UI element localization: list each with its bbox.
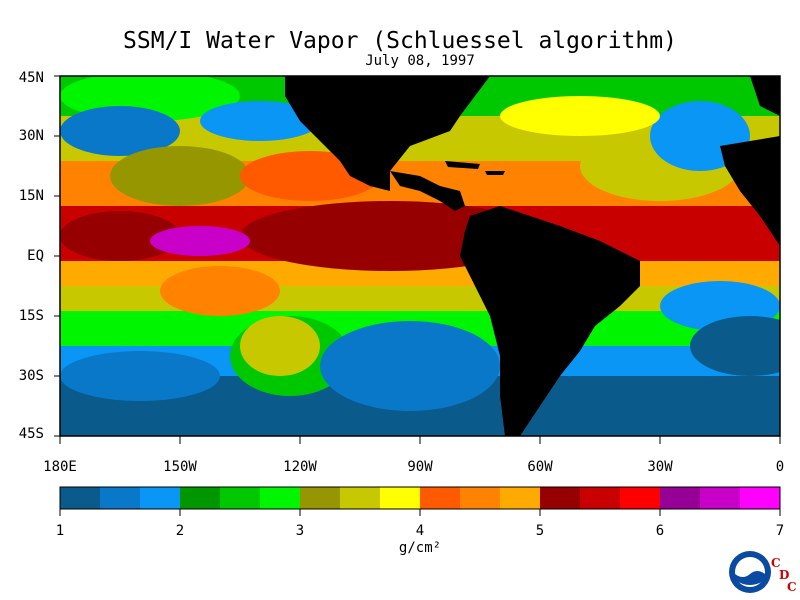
colorbar-swatch-7 bbox=[300, 487, 341, 509]
colorbar-swatch-16 bbox=[660, 487, 701, 509]
colorbar-swatch-12 bbox=[500, 487, 541, 509]
colorbar-label-7: 7 bbox=[775, 523, 785, 539]
lon-label-30w: 30W bbox=[647, 459, 673, 475]
colorbar-swatch-4 bbox=[180, 487, 221, 509]
colorbar-label-3: 3 bbox=[295, 523, 305, 539]
colorbar-label-6: 6 bbox=[655, 523, 665, 539]
colorbar-swatch-13 bbox=[540, 487, 581, 509]
cdc-letter-c1: C bbox=[771, 556, 781, 570]
units-label: g/cm² bbox=[398, 540, 442, 556]
noaa-logo-icon bbox=[729, 551, 771, 593]
lon-label-90w: 90W bbox=[407, 459, 433, 475]
blob bbox=[60, 351, 220, 401]
colorbar-swatch-14 bbox=[580, 487, 621, 509]
blob bbox=[110, 146, 250, 206]
blob bbox=[590, 208, 770, 244]
colorbar-swatch-18 bbox=[740, 487, 780, 509]
lat-label-15n: 15N bbox=[18, 188, 44, 204]
map-date: July 08, 1997 bbox=[365, 53, 475, 69]
colorbar-swatch-2 bbox=[100, 487, 141, 509]
lon-label-180e: 180E bbox=[43, 459, 77, 475]
colorbar-swatch-8 bbox=[340, 487, 381, 509]
lon-label-0: 0 bbox=[775, 459, 785, 475]
lon-label-60w: 60W bbox=[527, 459, 553, 475]
colorbar-swatch-17 bbox=[700, 487, 741, 509]
color-scale-bar bbox=[60, 487, 780, 509]
blob bbox=[500, 96, 660, 136]
lat-label-30n: 30N bbox=[18, 128, 44, 144]
blob bbox=[160, 266, 280, 316]
colorbar-swatch-1 bbox=[60, 487, 101, 509]
colorbar-swatch-10 bbox=[420, 487, 461, 509]
lat-label-eq: EQ bbox=[27, 248, 44, 264]
water-vapor-map bbox=[60, 76, 780, 436]
colorbar-label-2: 2 bbox=[175, 523, 185, 539]
lat-label-30s: 30S bbox=[18, 368, 44, 384]
blob bbox=[150, 226, 250, 256]
lat-label-45s: 45S bbox=[18, 426, 44, 442]
colorbar-swatch-6 bbox=[260, 487, 301, 509]
colorbar-swatch-9 bbox=[380, 487, 421, 509]
colorbar-swatch-11 bbox=[460, 487, 501, 509]
lon-label-120w: 120W bbox=[283, 459, 317, 475]
colorbar-swatch-3 bbox=[140, 487, 181, 509]
lon-label-150w: 150W bbox=[163, 459, 197, 475]
colorbar-swatch-15 bbox=[620, 487, 661, 509]
colorbar-label-5: 5 bbox=[535, 523, 545, 539]
colorbar-label-4: 4 bbox=[415, 523, 425, 539]
map-title: SSM/I Water Vapor (Schluessel algorithm) bbox=[123, 28, 677, 54]
colorbar-swatch-5 bbox=[220, 487, 261, 509]
cdc-letter-c2: C bbox=[787, 580, 797, 594]
blob bbox=[320, 321, 500, 411]
cdc-letter-d: D bbox=[779, 568, 790, 582]
lat-label-15s: 15S bbox=[18, 308, 44, 324]
lat-label-45n: 45N bbox=[18, 70, 44, 86]
blob bbox=[240, 316, 320, 376]
colorbar-label-1: 1 bbox=[55, 523, 65, 539]
